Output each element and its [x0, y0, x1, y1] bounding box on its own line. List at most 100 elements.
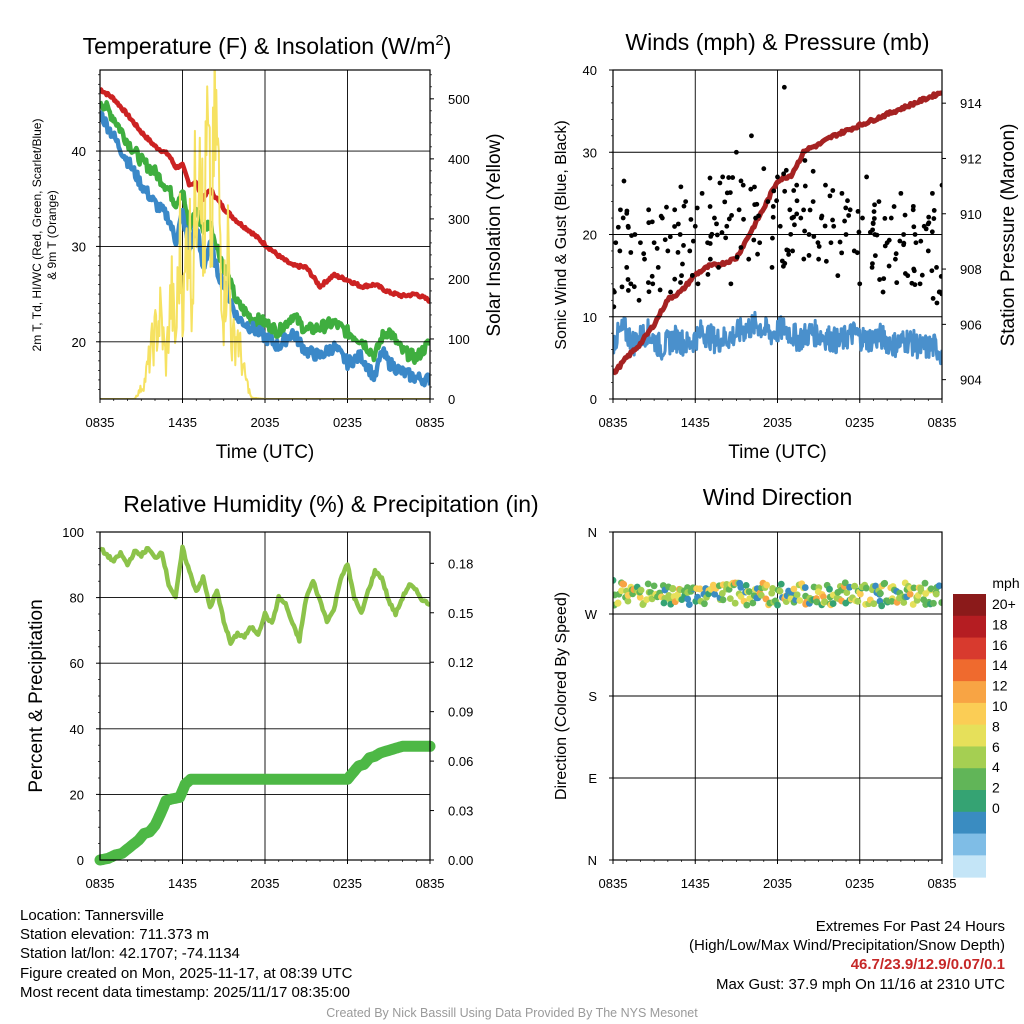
- gust-point: [870, 261, 875, 267]
- gust-point: [770, 204, 776, 209]
- direction-point: [644, 580, 652, 588]
- gust-point: [729, 212, 734, 218]
- gust-point: [926, 220, 932, 226]
- gust-point: [913, 240, 919, 246]
- colorbar-swatch: [953, 790, 986, 813]
- y-tick-label: E: [588, 771, 597, 786]
- gust-point: [807, 207, 813, 213]
- y-right-axis-label: Station Pressure (Maroon): [998, 124, 1019, 347]
- gust-point: [654, 246, 660, 251]
- gust-point: [930, 296, 936, 301]
- gust-point: [823, 182, 828, 188]
- x-tick-label: 0235: [845, 415, 874, 430]
- gust-point: [823, 258, 829, 264]
- y-right-tick-label: 0.18: [448, 556, 473, 571]
- chart-title: Relative Humidity (%) & Precipitation (i…: [123, 491, 538, 517]
- direction-point: [637, 586, 645, 594]
- y-right-tick-label: 0.09: [448, 705, 473, 720]
- gust-point: [830, 188, 836, 193]
- gust-point: [779, 258, 785, 264]
- y-tick-label: 40: [72, 144, 86, 159]
- x-tick-label: 0835: [86, 876, 115, 891]
- gust-point: [775, 174, 780, 180]
- direction-point: [763, 581, 771, 589]
- gust-point: [898, 190, 904, 196]
- y-tick-label: 100: [62, 525, 84, 540]
- gust-point: [719, 230, 725, 235]
- gust-point: [746, 256, 752, 262]
- y-right-tick-label: 914: [960, 96, 982, 111]
- gust-point: [738, 245, 744, 250]
- gust-point: [734, 254, 740, 260]
- gust-point: [910, 207, 916, 213]
- gust-point: [699, 190, 705, 196]
- colorbar-title: mph: [992, 575, 1019, 591]
- direction-point: [935, 582, 942, 590]
- direction-point: [620, 580, 628, 588]
- colorbar-swatch: [953, 594, 986, 617]
- data-timestamp-text: Most recent data timestamp: 2025/11/17 0…: [20, 983, 350, 1001]
- gust-point: [714, 232, 720, 238]
- gust-point: [681, 203, 687, 209]
- gust-point: [717, 180, 723, 186]
- y-right-tick-label: 912: [960, 151, 982, 166]
- y-axis-label: Sonic Wind & Gust (Blue, Black): [553, 120, 570, 349]
- gust-point: [869, 265, 875, 270]
- gust-point: [728, 281, 734, 287]
- gust-point: [902, 212, 908, 218]
- direction-point: [711, 590, 719, 598]
- location-text: Location: Tannersville: [20, 907, 164, 924]
- gust-point: [880, 289, 886, 295]
- gust-point: [624, 265, 630, 270]
- gust-point: [926, 214, 932, 220]
- series-solar-insolation: [100, 70, 430, 399]
- gust-point: [897, 238, 903, 244]
- gust-point: [815, 240, 821, 246]
- direction-point: [843, 589, 851, 597]
- gust-point: [736, 207, 742, 213]
- gust-point: [769, 265, 775, 270]
- gust-point: [646, 220, 652, 226]
- y-right-axis-label: Solar Insolation (Yellow): [484, 133, 505, 336]
- gust-point: [780, 263, 786, 269]
- colorbar-swatch: [953, 811, 986, 835]
- gust-point: [628, 250, 634, 255]
- direction-point: [851, 582, 859, 590]
- y-right-tick-label: 0.12: [448, 655, 473, 670]
- y-axis-label: Direction (Colored By Speed): [553, 592, 570, 800]
- gust-point: [854, 250, 860, 256]
- gust-point: [707, 175, 713, 181]
- gust-point: [740, 182, 746, 188]
- gust-point: [714, 221, 719, 227]
- gust-point: [636, 297, 642, 303]
- colorbar-label: 12: [992, 678, 1008, 694]
- gust-point: [621, 178, 627, 184]
- y-right-tick-label: 910: [960, 207, 982, 222]
- direction-point: [684, 595, 692, 603]
- gust-point: [886, 263, 892, 269]
- y-right-tick-label: 0.00: [448, 853, 473, 868]
- gust-point: [618, 207, 623, 213]
- gust-point: [613, 240, 619, 246]
- direction-point: [743, 601, 751, 609]
- series-hi-wc: [100, 110, 430, 388]
- gust-point: [888, 215, 894, 221]
- gust-point: [837, 239, 843, 245]
- gust-point: [619, 284, 625, 290]
- direction-point: [776, 587, 784, 595]
- gust-point: [730, 175, 736, 180]
- extremes-subtitle: (High/Low/Max Wind/Precipitation/Snow De…: [689, 937, 1005, 955]
- gust-point: [631, 284, 637, 290]
- gust-point: [929, 268, 935, 274]
- colorbar-swatch: [953, 659, 986, 682]
- gust-point: [931, 216, 937, 221]
- gust-point: [856, 229, 862, 235]
- gust-point: [695, 281, 701, 287]
- gust-point: [678, 280, 683, 285]
- gust-point: [675, 250, 681, 255]
- gust-point: [738, 178, 744, 184]
- gust-point: [802, 228, 808, 234]
- gust-point: [786, 252, 791, 257]
- gust-point: [816, 244, 822, 249]
- gust-point: [910, 203, 916, 209]
